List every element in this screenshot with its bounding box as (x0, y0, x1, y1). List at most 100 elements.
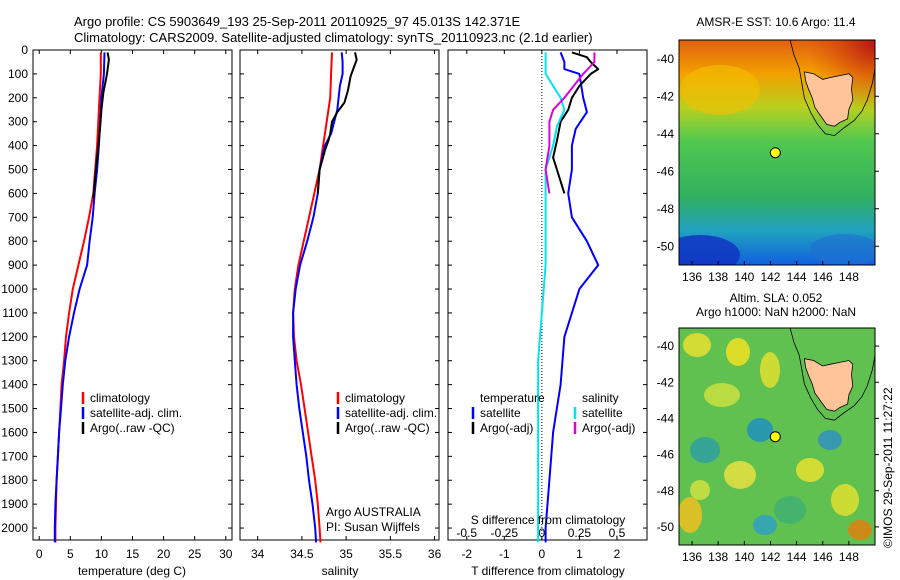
x-tick-label: 25 (188, 547, 202, 561)
sst-map: AMSR-E SST: 10.6 Argo: 11.4 -40 -42 -44 -46… (657, 15, 879, 284)
sla-blob (818, 430, 842, 450)
depth-tick-label: 1300 (1, 354, 28, 368)
sla-blob (760, 352, 780, 388)
sla-blob (726, 338, 750, 366)
temperature-plot-frame (32, 49, 233, 541)
sla-blob (747, 418, 773, 442)
salinity-plot-frame (239, 49, 440, 541)
legend-label-climatology: climatology (345, 391, 405, 405)
temperature-legend: climatology satellite-adj. clim. Argo(..… (81, 391, 182, 435)
series-argo-raw-qc (92, 52, 110, 199)
isobath-line (789, 328, 875, 421)
depth-tick-label: 100 (8, 67, 28, 81)
depth-tick-label: 1200 (1, 330, 28, 344)
temperature-profile-lines (53, 52, 110, 543)
lat-tick-label: -40 (657, 339, 675, 353)
s-difference-label: S difference from climatology (471, 513, 626, 527)
legend-label-s-argo: Argo(-adj) (582, 421, 635, 435)
sla-map: Altim. SLA: 0.052 Argo h1000: NaN h2000:… (657, 291, 879, 564)
depth-tick-labels: 0 100 200 300 400 500 600 700 800 900 1000 1100 1200… (1, 43, 28, 535)
legend-label-climatology: climatology (90, 391, 150, 405)
sla-blob (704, 383, 740, 407)
x-tick-label: 34 (251, 547, 265, 561)
series-argo-raw-qc (316, 52, 358, 194)
s-tick-label: 0.5 (609, 526, 626, 540)
sla-blob (774, 496, 806, 524)
x-tick-label: 35.5 (379, 547, 403, 561)
sst-map-frame (678, 39, 876, 266)
temperature-tick-labels: 0 5 10 15 20 25 30 (33, 49, 233, 561)
figure-title-line1: Argo profile: CS 5903649_193 25-Sep-2011… (74, 14, 521, 29)
depth-tick-label: 300 (8, 115, 28, 129)
depth-tick-label: 400 (8, 139, 28, 153)
sla-field (679, 328, 875, 545)
sla-blob (831, 484, 859, 516)
lat-tick-label: -50 (657, 520, 675, 534)
lat-tick-label: -42 (657, 89, 675, 103)
sla-blob (679, 497, 702, 533)
difference-profile-lines (537, 51, 600, 543)
lat-tick-label: -48 (657, 202, 675, 216)
depth-tick-label: 1800 (1, 473, 28, 487)
lon-tick-label: 144 (787, 270, 807, 284)
x-tick-label: 0 (539, 547, 546, 561)
salinity-annotation-line1: Argo AUSTRALIA (326, 505, 421, 519)
sst-field (679, 40, 875, 265)
sst-amber-patch (680, 65, 760, 115)
argo-position-circle (769, 147, 781, 159)
x-tick-label: 34.5 (290, 547, 314, 561)
series-temperature-argo-adj (552, 51, 600, 194)
sla-depth-contour (789, 328, 875, 421)
sla-blob (724, 461, 756, 489)
lon-tick-label: 136 (682, 550, 702, 564)
s-tick-label: 0.25 (568, 526, 592, 540)
x-tick-label: 0 (36, 547, 43, 561)
x-tick-label: 5 (67, 547, 74, 561)
sst-cold-patch (679, 235, 740, 265)
x-tick-label: 20 (157, 547, 171, 561)
depth-tick-label: 0 (21, 43, 28, 57)
sla-argo-position-marker (769, 431, 781, 443)
tasmania-outline (803, 71, 854, 127)
lat-tick-label: -46 (657, 448, 675, 462)
x-tick-label: 30 (219, 547, 233, 561)
legend-label-argo-raw: Argo(..raw -QC) (345, 421, 430, 435)
x-tick-label: 36 (428, 547, 442, 561)
lat-tick-label: -48 (657, 484, 675, 498)
lon-tick-label: 144 (787, 550, 807, 564)
sla-blob (690, 480, 710, 500)
t-difference-xlabel: T difference from climatology (471, 564, 625, 578)
sst-depth-contour (789, 40, 875, 137)
sla-blob (848, 520, 872, 540)
difference-plot-frame (447, 49, 648, 541)
depth-tick-label: 1000 (1, 282, 28, 296)
depth-tick-label: 700 (8, 210, 28, 224)
salinity-profile-lines (292, 52, 358, 543)
x-tick-label: -1 (499, 547, 510, 561)
lat-tick-label: -42 (657, 375, 675, 389)
legend-label-t-argo: Argo(-adj) (480, 421, 533, 435)
temperature-panel: 0100200300400500600700800900100011001200… (1, 43, 232, 578)
sla-blob (683, 333, 711, 357)
legend-title-temperature: temperature (480, 391, 545, 405)
lat-tick-label: -44 (657, 411, 675, 425)
sla-map-subtitle: Argo h1000: NaN h2000: NaN (696, 305, 856, 319)
legend-label-argo-raw: Argo(..raw -QC) (90, 421, 175, 435)
salinity-annotation-line2: PI: Susan Wijffels (326, 520, 420, 534)
sla-blob (796, 458, 824, 482)
sla-anomaly-blobs (679, 333, 872, 540)
series-salinity-argo-adj (544, 52, 596, 194)
difference-panel: -2 -1 0 1 2 -0.5 -0.25 0 0.25 0.5 S difference f… (447, 49, 648, 578)
legend-label-t-satellite: satellite (480, 406, 521, 420)
lon-tick-label: 148 (839, 550, 859, 564)
depth-tick-label: 200 (8, 91, 28, 105)
depth-tick-label: 1400 (1, 378, 28, 392)
tasmania-land (803, 358, 854, 412)
series-salinity-satellite (537, 52, 566, 543)
depth-tick-label: 1100 (2, 306, 28, 320)
depth-tick-label: 600 (8, 186, 28, 200)
lon-tick-label: 138 (708, 270, 728, 284)
series-temperature-satellite (544, 52, 600, 543)
lon-tick-label: 142 (760, 270, 780, 284)
